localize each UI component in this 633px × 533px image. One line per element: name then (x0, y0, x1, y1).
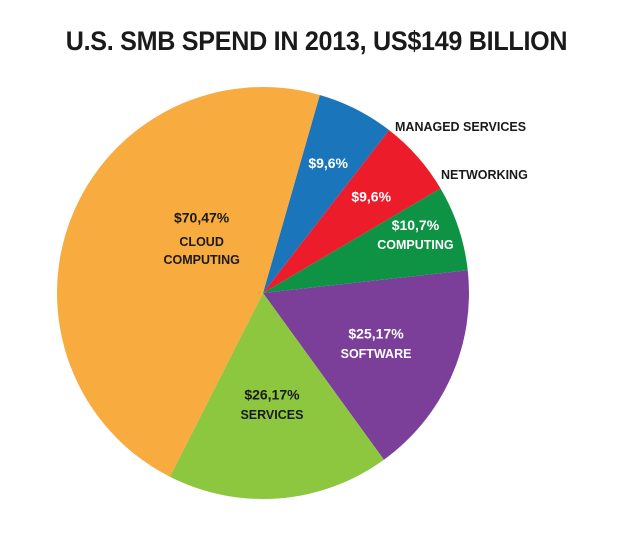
pie-value-computing: $10,7% (392, 217, 440, 233)
pie-value-services: $26,17% (244, 387, 300, 403)
pie-slice-software (263, 270, 469, 460)
pie-slice-computing (263, 188, 468, 293)
pie-label-managed-services: MANAGED SERVICES (395, 120, 526, 134)
pie-labels: $9,6% MANAGED SERVICES $9,6% NETWORKING $10,… (163, 120, 527, 422)
chart-title: U.S. SMB SPEND IN 2013, US$149 BILLION (65, 26, 568, 56)
pie-slice-managed-services (263, 94, 390, 293)
pie-label-networking: NETWORKING (441, 168, 528, 182)
pie-slice-cloud-computing (56, 86, 320, 477)
pie-label-cloud-computing: CLOUD COMPUTING (163, 235, 239, 267)
pie-label-computing: COMPUTING (377, 238, 453, 252)
pie-value-cloud-computing: $70,47% (174, 210, 230, 226)
pie-slice-services (169, 293, 384, 499)
pie-value-managed-services: $9,6% (308, 155, 348, 171)
pie-label-software: SOFTWARE (341, 347, 412, 361)
pie-slices (56, 86, 469, 499)
pie-value-networking: $9,6% (351, 188, 391, 204)
pie-value-software: $25,17% (348, 326, 404, 342)
pie-slice-networking (263, 130, 441, 293)
pie-label-services: SERVICES (240, 408, 303, 422)
